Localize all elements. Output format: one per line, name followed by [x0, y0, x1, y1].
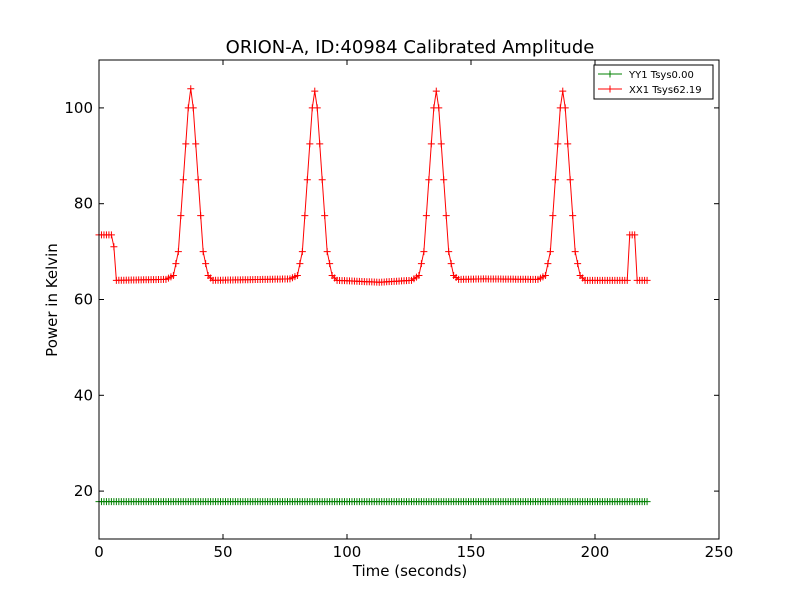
legend: YY1 Tsys0.00 XX1 Tsys62.19 [593, 64, 714, 100]
x-tick-label: 200 [581, 543, 610, 561]
x-tick-label: 150 [457, 543, 486, 561]
y-tick-label: 100 [64, 99, 93, 117]
chart-title: ORION-A, ID:40984 Calibrated Amplitude [226, 37, 595, 58]
y-axis-label: Power in Kelvin [43, 243, 61, 357]
x-tick-label: 50 [213, 543, 232, 561]
legend-marker [606, 85, 614, 93]
x-axis-label: Time (seconds) [352, 562, 468, 580]
x-tick-label: 0 [94, 543, 104, 561]
legend-label: YY1 Tsys0.00 [628, 70, 694, 81]
y-tick-label: 60 [74, 291, 93, 309]
y-tick-label: 20 [74, 482, 93, 500]
y-tick-label: 80 [74, 195, 93, 213]
ticks-layer: 0 50 100 150 200 250 20 40 60 80 100 [64, 60, 733, 561]
x-tick-label: 250 [705, 543, 734, 561]
legend-item: YY1 Tsys0.00 [598, 70, 694, 81]
x-tick-label: 100 [333, 543, 362, 561]
legend-marker [606, 70, 614, 78]
series-1 [95, 85, 651, 286]
legend-label: XX1 Tsys62.19 [629, 85, 702, 96]
y-tick-label: 40 [74, 386, 93, 404]
legend-item: XX1 Tsys62.19 [598, 85, 702, 96]
series-layer [95, 85, 651, 506]
legend-box [593, 64, 714, 100]
